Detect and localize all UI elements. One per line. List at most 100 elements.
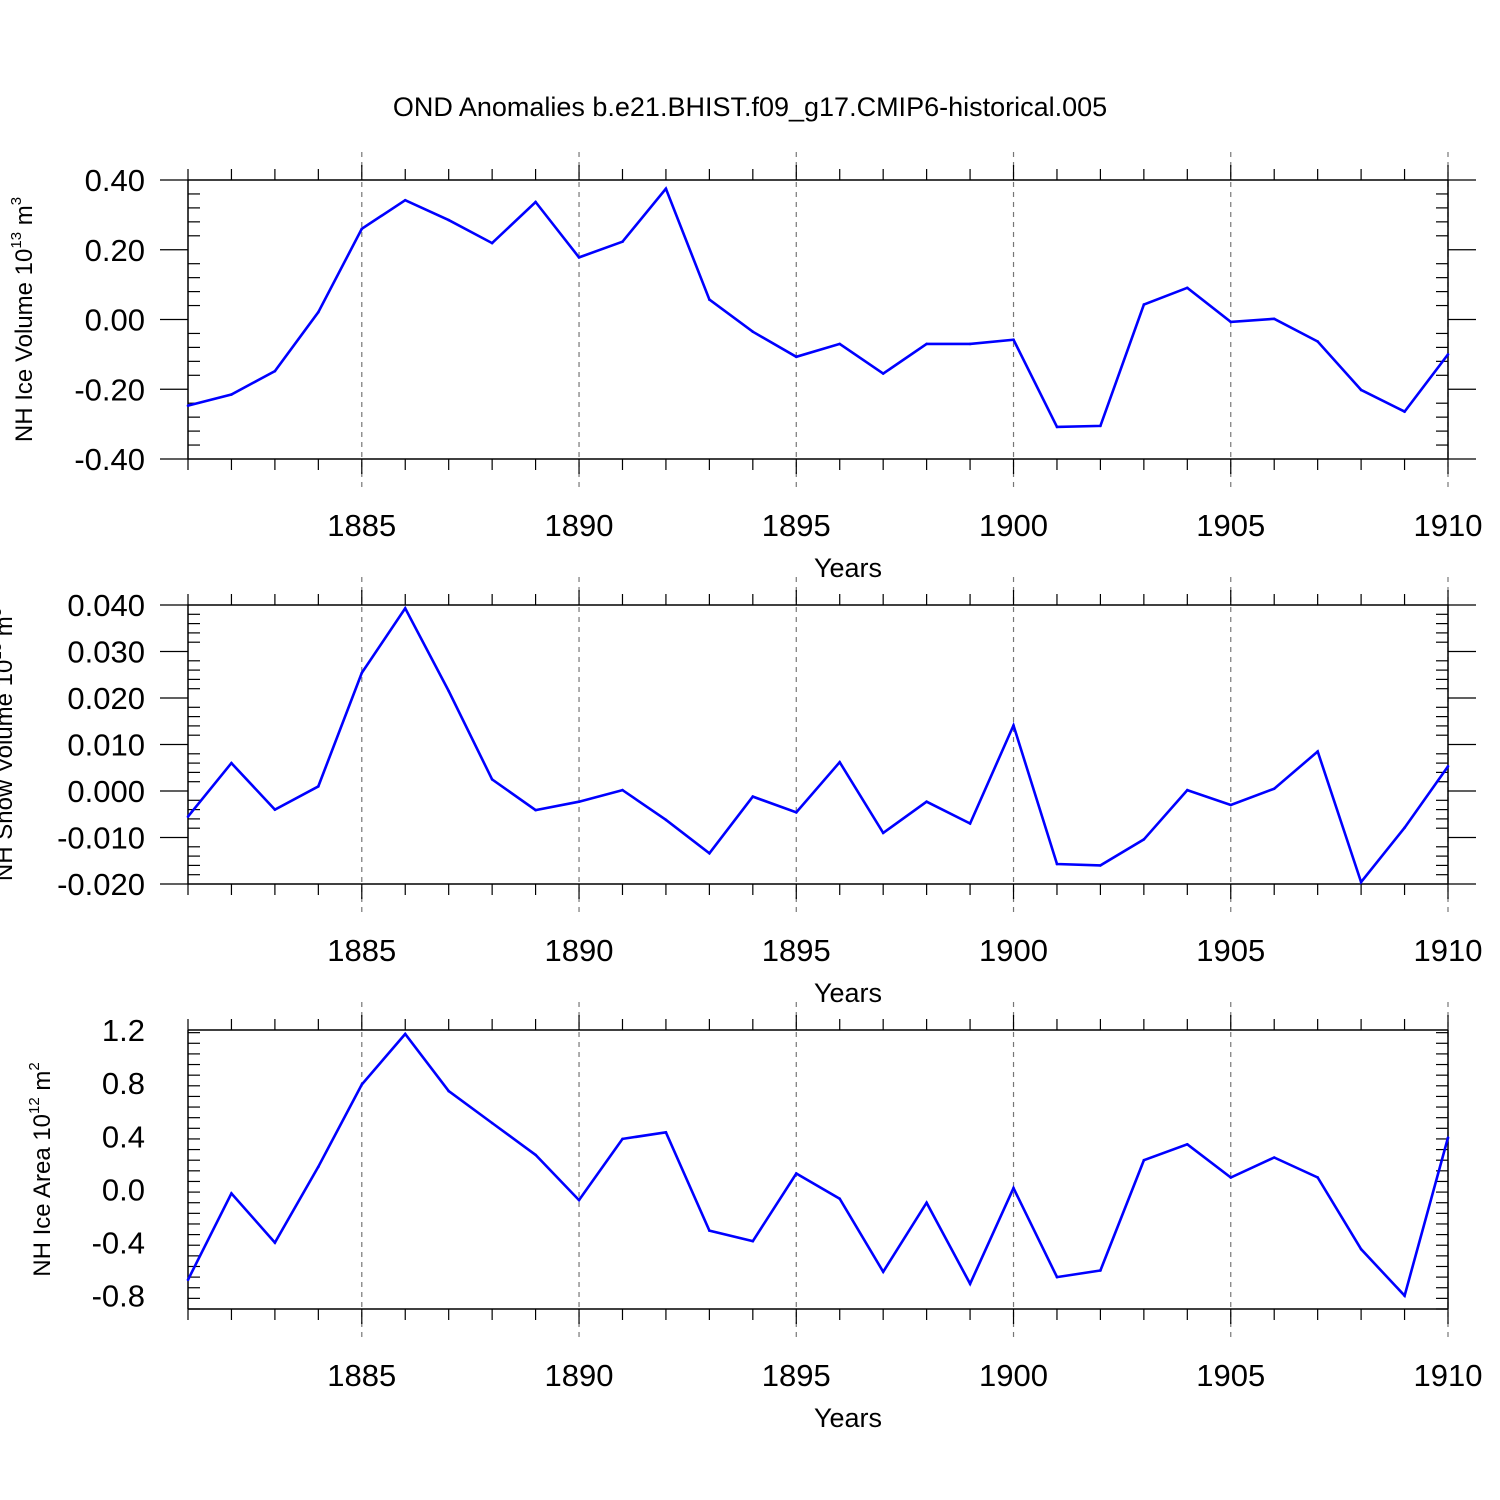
data-point-1888 xyxy=(490,1121,494,1125)
y-tick-label: 0.0 xyxy=(102,1172,145,1207)
series-line-ice-area xyxy=(186,1031,1450,1299)
data-point-1898 xyxy=(925,800,928,803)
data-point-1891 xyxy=(621,788,624,792)
y-tick-label: 0.4 xyxy=(102,1119,145,1154)
data-point-1891 xyxy=(621,240,624,244)
data-point-1905 xyxy=(1229,320,1233,324)
data-point-1882 xyxy=(230,393,233,396)
data-point-1897 xyxy=(881,1270,885,1274)
data-point-1896 xyxy=(838,1197,842,1201)
data-point-1889 xyxy=(534,1153,537,1157)
x-tick-label: 1890 xyxy=(545,933,614,968)
data-point-1893 xyxy=(708,1229,711,1232)
data-point-1899 xyxy=(968,822,972,825)
data-point-1908 xyxy=(1359,880,1363,884)
data-point-1909 xyxy=(1403,1294,1406,1298)
data-point-1905 xyxy=(1229,803,1233,807)
data-point-1910 xyxy=(1446,765,1450,768)
data-point-1881 xyxy=(186,404,190,407)
data-point-1886 xyxy=(403,1032,407,1036)
y-tick-label: -0.4 xyxy=(92,1226,145,1261)
data-point-1894 xyxy=(751,1239,755,1243)
data-point-1894 xyxy=(751,330,755,334)
data-point-1892 xyxy=(664,1131,668,1134)
data-point-1882 xyxy=(230,1192,233,1195)
y-tick-label: 0.40 xyxy=(85,163,145,198)
y-tick-label: 0.000 xyxy=(67,774,145,809)
data-point-1884 xyxy=(317,310,320,314)
data-point-1882 xyxy=(230,761,233,765)
x-tick-label: 1895 xyxy=(762,933,831,968)
x-tick-label: 1895 xyxy=(762,1358,831,1393)
data-point-1901 xyxy=(1055,425,1059,429)
data-point-1906 xyxy=(1272,317,1276,321)
y-tick-label: 0.00 xyxy=(85,303,145,338)
data-point-1883 xyxy=(273,369,277,373)
data-point-1890 xyxy=(577,256,581,259)
y-tick-label: -0.020 xyxy=(57,867,145,902)
data-point-1904 xyxy=(1186,1142,1189,1146)
x-tick-label: 1905 xyxy=(1196,508,1265,543)
data-point-1898 xyxy=(925,342,928,346)
x-tick-label: 1885 xyxy=(327,933,396,968)
data-point-1883 xyxy=(273,1241,277,1244)
x-axis-label: Years xyxy=(814,553,882,583)
data-point-1908 xyxy=(1359,1247,1363,1251)
y-tick-label: 0.20 xyxy=(85,233,145,268)
x-tick-label: 1905 xyxy=(1196,933,1265,968)
data-point-1895 xyxy=(794,355,798,359)
data-point-1897 xyxy=(881,372,885,375)
data-point-1910 xyxy=(1446,353,1450,356)
y-tick-label: -0.010 xyxy=(57,821,145,856)
data-point-1902 xyxy=(1099,864,1102,867)
panel-ice-volume: -0.40 -0.20 0.00 0.20 0.40 1885 1890 1895 1900 19… xyxy=(8,152,1482,583)
data-point-1909 xyxy=(1403,410,1406,413)
y-axis-label: NH Ice Area 1012 m2 xyxy=(26,1062,56,1276)
x-tick-label: 1900 xyxy=(979,1358,1048,1393)
data-point-1895 xyxy=(794,1172,798,1175)
data-point-1883 xyxy=(273,808,277,811)
series-line-snow-volume xyxy=(186,605,1450,885)
data-point-1900 xyxy=(1012,724,1015,727)
data-point-1890 xyxy=(577,800,581,803)
x-tick-label: 1895 xyxy=(762,508,831,543)
data-point-1889 xyxy=(534,200,537,204)
y-axis-label: NH Snow Volume 1013 m3 xyxy=(0,608,18,881)
data-point-1904 xyxy=(1186,788,1189,792)
y-tick-label: -0.20 xyxy=(74,372,145,407)
data-point-1895 xyxy=(794,811,798,814)
y-tick-label: -0.40 xyxy=(74,442,145,477)
data-point-1902 xyxy=(1099,424,1102,428)
data-point-1889 xyxy=(534,808,537,812)
data-point-1893 xyxy=(708,852,711,855)
x-tick-label: 1885 xyxy=(327,508,396,543)
data-point-1907 xyxy=(1316,750,1319,753)
y-tick-label: 1.2 xyxy=(102,1013,145,1048)
y-tick-label: 0.020 xyxy=(67,681,145,716)
data-point-1909 xyxy=(1403,826,1406,830)
data-point-1900 xyxy=(1012,1186,1015,1190)
data-point-1887 xyxy=(447,218,450,222)
data-point-1902 xyxy=(1099,1269,1102,1272)
data-point-1896 xyxy=(838,342,842,346)
data-point-1907 xyxy=(1316,1176,1319,1179)
y-tick-label: -0.8 xyxy=(92,1279,145,1314)
data-point-1887 xyxy=(447,689,450,693)
data-point-1908 xyxy=(1359,388,1363,392)
data-point-1904 xyxy=(1186,286,1189,290)
data-point-1898 xyxy=(925,1201,928,1205)
data-point-1886 xyxy=(403,198,407,202)
x-tick-label: 1910 xyxy=(1414,508,1483,543)
y-tick-label: 0.030 xyxy=(67,635,145,670)
chart-title: OND Anomalies b.e21.BHIST.f09_g17.CMIP6-… xyxy=(393,92,1107,122)
data-point-1888 xyxy=(490,241,494,245)
data-point-1884 xyxy=(317,1165,320,1169)
data-point-1897 xyxy=(881,831,885,835)
x-axis-label: Years xyxy=(814,978,882,1008)
data-point-1903 xyxy=(1142,838,1146,841)
data-point-1890 xyxy=(577,1198,581,1202)
data-point-1905 xyxy=(1229,1176,1233,1179)
data-point-1884 xyxy=(317,785,320,788)
data-point-1894 xyxy=(751,795,755,798)
